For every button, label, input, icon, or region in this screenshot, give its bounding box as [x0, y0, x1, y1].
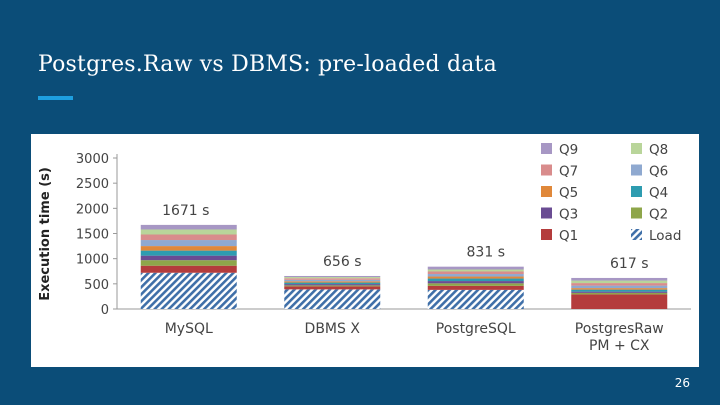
- bar-segment-q4: [140, 250, 237, 256]
- legend-swatch-q1: [541, 229, 552, 240]
- legend-label: Q8: [649, 142, 668, 158]
- bar-segment-q2: [571, 292, 668, 295]
- bars: [140, 224, 668, 309]
- bar-segment-q3: [140, 255, 237, 261]
- legend-swatch-q3: [541, 207, 552, 219]
- total-label: 831 s: [467, 245, 505, 261]
- y-tick-label: 2000: [76, 202, 109, 217]
- legend-swatch-q7: [541, 164, 552, 176]
- y-tick-label: 1000: [76, 253, 109, 268]
- bar-segment-q7: [284, 278, 381, 280]
- total-label: 617 s: [610, 256, 648, 272]
- bar-segment-q1: [284, 286, 381, 290]
- bar-segment-q1: [140, 265, 237, 273]
- legend-swatch-load: [631, 229, 642, 240]
- y-tick-label: 1500: [76, 228, 109, 243]
- legend-label: Q7: [559, 164, 578, 180]
- x-tick-label: MySQL: [165, 321, 213, 337]
- legend-swatch-q4: [631, 186, 642, 197]
- bar-segment-q1: [427, 285, 524, 290]
- bar-segment-load: [427, 289, 524, 309]
- bar-segment-q2: [140, 260, 237, 266]
- stacked-bar-chart: 0 500 1000 1500 2000 2500 3000 MySQL DBMS X Post…: [38, 142, 691, 354]
- x-tick-label: PostgreSQL: [436, 321, 516, 337]
- legend-label: Load: [649, 228, 681, 244]
- slide-number: 26: [674, 376, 690, 390]
- bar-segment-q9: [427, 266, 524, 270]
- bar-segment-q8: [140, 229, 237, 235]
- bar-segment-q6: [140, 240, 237, 247]
- total-labels: 1671 s 656 s 831 s 617 s: [162, 203, 648, 272]
- bar-segment-q5: [571, 288, 668, 290]
- chart-panel: 0 500 1000 1500 2000 2500 3000 MySQL DBMS X Post…: [31, 134, 699, 367]
- legend-swatch-q5: [541, 186, 552, 197]
- x-axis-labels: MySQL DBMS X PostgreSQL PostgresRaw PM + CX: [165, 321, 664, 354]
- bar-segment-q7: [427, 271, 524, 275]
- legend-swatch-q2: [631, 207, 642, 219]
- title-accent-bar: [38, 96, 73, 100]
- bar-segment-q6: [427, 274, 524, 277]
- bar-segment-q5: [284, 281, 381, 283]
- bar-segment-q4: [571, 289, 668, 292]
- legend: Q9 Q8 Q7 Q6 Q5 Q4 Q3 Q2 Q1 Load: [541, 142, 681, 244]
- bar-segment-q9: [571, 277, 668, 281]
- bar-segment-q9: [140, 224, 237, 230]
- bar-segment-q4: [427, 278, 524, 282]
- legend-swatch-q8: [631, 143, 642, 154]
- slide-title: Postgres.Raw vs DBMS: pre-loaded data: [38, 52, 497, 77]
- legend-label: Q1: [559, 228, 578, 244]
- bar-segment-q3: [571, 291, 668, 293]
- bar-segment-q8: [427, 269, 524, 272]
- bar-segment-q3: [284, 284, 381, 286]
- legend-label: Q5: [559, 185, 578, 201]
- bar-segment-q8: [284, 277, 381, 279]
- bar-segment-q9: [284, 275, 381, 278]
- bar-segment-q5: [427, 276, 524, 279]
- bar-segment-q1: [571, 294, 668, 309]
- legend-label: Q3: [559, 207, 578, 223]
- bar-segment-q2: [284, 285, 381, 287]
- bar-segment-q7: [140, 234, 237, 241]
- bar-segment-q3: [427, 281, 524, 284]
- legend-label: Q4: [649, 185, 668, 201]
- y-tick-label: 3000: [76, 152, 109, 167]
- legend-label: Q2: [649, 207, 668, 223]
- total-label: 1671 s: [162, 203, 209, 219]
- legend-swatch-q6: [631, 164, 642, 176]
- bar-segment-q5: [140, 246, 237, 251]
- x-tick-label: PostgresRaw PM + CX: [575, 321, 664, 354]
- y-tick-label: 2500: [76, 177, 109, 192]
- bar-segment-q6: [571, 285, 668, 289]
- bar-segment-q8: [571, 280, 668, 284]
- bar-segment-q6: [284, 279, 381, 282]
- total-label: 656 s: [323, 254, 361, 270]
- bar-segment-q4: [284, 282, 381, 285]
- legend-label: Q9: [559, 142, 578, 158]
- legend-label: Q6: [649, 164, 668, 180]
- bar-segment-q2: [427, 283, 524, 286]
- y-tick-label: 0: [101, 303, 109, 318]
- bar-segment-q7: [571, 283, 668, 286]
- x-tick-label: DBMS X: [305, 321, 361, 337]
- bar-segment-load: [140, 272, 237, 309]
- y-axis-label: Execution time (s): [38, 167, 53, 301]
- legend-swatch-q9: [541, 143, 552, 154]
- y-tick-label: 500: [84, 278, 109, 293]
- bar-segment-load: [284, 289, 381, 309]
